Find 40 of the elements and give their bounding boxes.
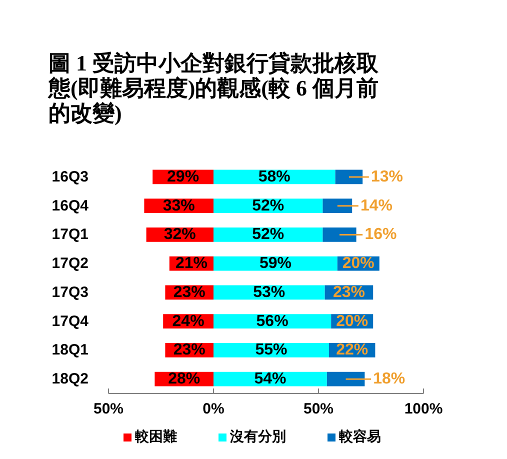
data-label: 14% <box>360 197 393 214</box>
y-tick-label: 18Q1 <box>52 342 89 359</box>
y-tick-label: 17Q2 <box>52 255 89 272</box>
data-label: 21% <box>175 255 208 272</box>
legend-label: 較困難 <box>135 428 177 446</box>
y-tick-label: 16Q4 <box>52 197 90 214</box>
y-tick-label: 17Q4 <box>52 312 90 330</box>
y-tick-label: 17Q1 <box>52 226 89 244</box>
legend-label: 較容易 <box>339 428 381 446</box>
data-label: 33% <box>162 197 195 214</box>
data-label: 23% <box>332 284 365 301</box>
data-label: 23% <box>173 342 206 359</box>
x-tick-label: 100% <box>404 400 443 418</box>
data-label: 16% <box>364 226 397 244</box>
data-label: 29% <box>167 168 200 186</box>
chart-title: 圖 1 受訪中小企對銀行貸款批核取態(即難易程度)的觀感(較 6 個月前的改變) <box>48 50 380 126</box>
data-label: 28% <box>168 370 200 388</box>
y-tick-label: 17Q3 <box>52 284 89 301</box>
data-label: 22% <box>336 342 368 359</box>
data-label: 32% <box>164 226 196 244</box>
x-tick-label: 0% <box>202 400 224 418</box>
data-label: 55% <box>255 342 288 359</box>
data-label: 20% <box>342 255 374 272</box>
y-tick-label: 18Q2 <box>52 370 89 388</box>
x-tick-label: 50% <box>303 400 334 418</box>
data-label: 59% <box>259 255 292 272</box>
y-tick-label: 16Q3 <box>52 168 89 186</box>
data-label: 13% <box>371 168 404 186</box>
data-label: 58% <box>258 168 290 186</box>
data-label: 53% <box>253 284 286 301</box>
data-label: 52% <box>252 226 284 244</box>
data-label: 18% <box>373 370 406 388</box>
x-tick-label: 50% <box>93 400 124 418</box>
data-label: 24% <box>172 312 204 330</box>
data-label: 52% <box>252 197 284 214</box>
data-label: 56% <box>256 312 288 330</box>
data-label: 54% <box>254 370 286 388</box>
data-label: 20% <box>336 312 368 330</box>
legend-label: 沒有分別 <box>230 428 286 446</box>
data-label: 23% <box>173 284 206 301</box>
